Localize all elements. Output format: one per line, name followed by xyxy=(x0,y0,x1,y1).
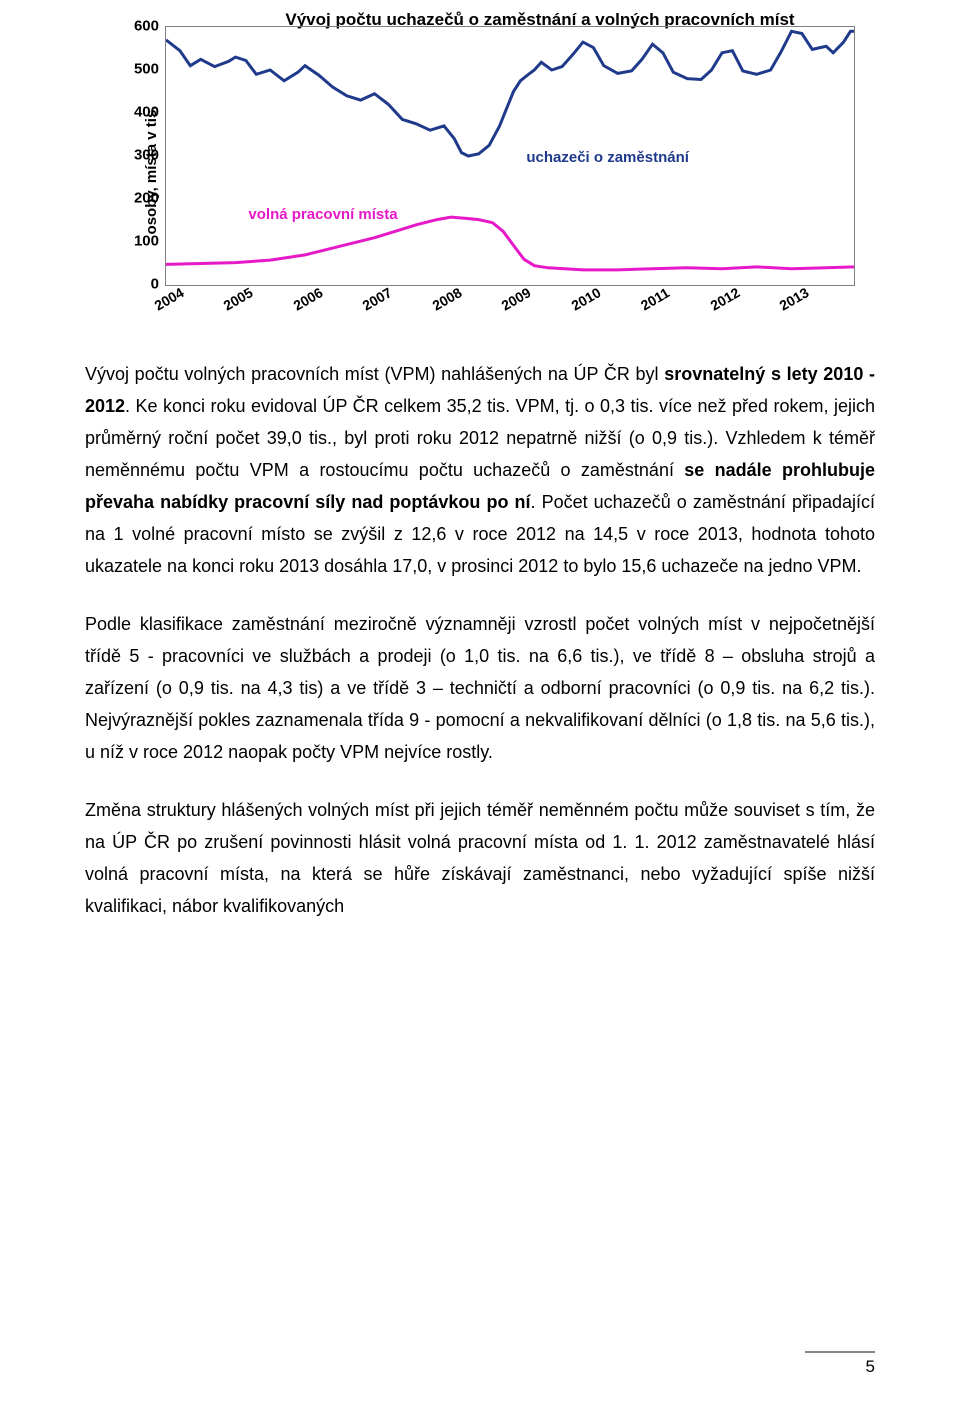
body-text: Vývoj počtu volných pracovních míst (VPM… xyxy=(85,358,875,922)
series-line xyxy=(166,217,854,270)
chart-ytick: 400 xyxy=(129,104,159,121)
chart-ytick: 600 xyxy=(129,18,159,35)
chart-xtick: 2008 xyxy=(429,284,464,313)
chart-ytick: 500 xyxy=(129,61,159,78)
chart-xtick: 2010 xyxy=(568,284,603,313)
paragraph-1: Vývoj počtu volných pracovních míst (VPM… xyxy=(85,358,875,582)
paragraph-3: Změna struktury hlášených volných míst p… xyxy=(85,794,875,922)
chart-ytick: 100 xyxy=(129,233,159,250)
chart-series-label: uchazeči o zaměstnání xyxy=(526,149,689,166)
chart-ytick: 0 xyxy=(129,276,159,293)
chart-xtick: 2005 xyxy=(221,284,256,313)
paragraph-2: Podle klasifikace zaměstnání meziročně v… xyxy=(85,608,875,768)
page-number: 5 xyxy=(805,1351,875,1383)
chart-container: Vývoj počtu uchazečů o zaměstnání a voln… xyxy=(95,10,865,330)
chart-svg xyxy=(166,27,854,285)
chart-xtick: 2012 xyxy=(707,284,742,313)
series-line xyxy=(166,31,854,156)
chart-xtick: 2006 xyxy=(290,284,325,313)
chart-xtick: 2011 xyxy=(638,284,672,313)
chart-ylabel: osoby, místa v tis. xyxy=(143,106,160,235)
chart-xtick: 2009 xyxy=(499,284,534,313)
chart-series-label: volná pracovní místa xyxy=(248,206,397,223)
chart-ytick: 200 xyxy=(129,190,159,207)
chart-plot-area xyxy=(165,26,855,286)
chart-ytick: 300 xyxy=(129,147,159,164)
page: Vývoj počtu uchazečů o zaměstnání a voln… xyxy=(0,0,960,1407)
chart-xtick: 2007 xyxy=(360,284,395,313)
chart-xtick: 2013 xyxy=(777,284,812,313)
